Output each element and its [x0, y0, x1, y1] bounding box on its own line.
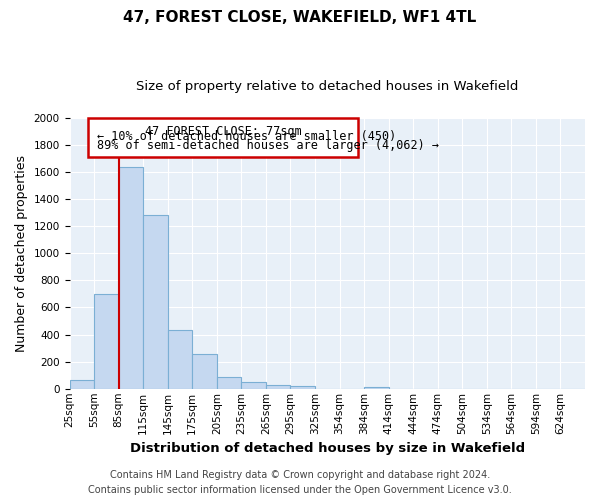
Text: 47, FOREST CLOSE, WAKEFIELD, WF1 4TL: 47, FOREST CLOSE, WAKEFIELD, WF1 4TL [124, 10, 476, 25]
Y-axis label: Number of detached properties: Number of detached properties [15, 155, 28, 352]
X-axis label: Distribution of detached houses by size in Wakefield: Distribution of detached houses by size … [130, 442, 525, 455]
Bar [94, 294, 119, 389]
Text: 89% of semi-detached houses are larger (4,062) →: 89% of semi-detached houses are larger (… [97, 139, 439, 152]
Bar [192, 354, 217, 389]
Bar [168, 330, 192, 389]
Text: 47 FOREST CLOSE: 77sqm: 47 FOREST CLOSE: 77sqm [145, 124, 301, 138]
FancyBboxPatch shape [88, 118, 358, 157]
Title: Size of property relative to detached houses in Wakefield: Size of property relative to detached ho… [136, 80, 518, 93]
Bar [266, 384, 290, 389]
Text: ← 10% of detached houses are smaller (450): ← 10% of detached houses are smaller (45… [97, 130, 396, 143]
Bar [217, 376, 241, 389]
Bar [143, 214, 168, 389]
Text: Contains HM Land Registry data © Crown copyright and database right 2024.
Contai: Contains HM Land Registry data © Crown c… [88, 470, 512, 495]
Bar [70, 380, 94, 389]
Bar [241, 382, 266, 389]
Bar [119, 167, 143, 389]
Bar [290, 386, 315, 389]
Bar [364, 386, 389, 389]
